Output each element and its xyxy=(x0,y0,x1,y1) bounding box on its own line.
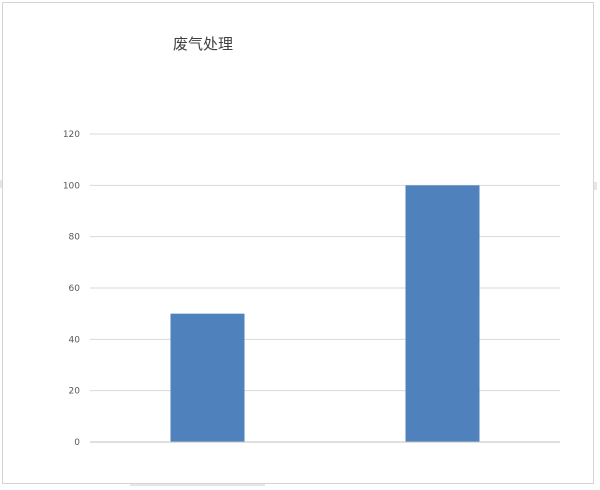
bars xyxy=(170,185,480,443)
y-tick-label: 80 xyxy=(69,233,81,243)
y-tick-label: 60 xyxy=(69,284,81,294)
left-resize-handle[interactable] xyxy=(0,180,2,188)
bar xyxy=(405,185,480,443)
bar xyxy=(170,313,245,442)
y-tick-label: 100 xyxy=(63,181,80,191)
chart-container: 废气处理 xyxy=(2,2,594,484)
right-resize-handle[interactable] xyxy=(594,182,597,190)
bottom-resize-handle[interactable] xyxy=(130,484,265,486)
y-tick-label: 40 xyxy=(69,335,81,345)
y-axis-tick-labels: 0 20 40 60 80 100 120 xyxy=(63,130,80,448)
y-tick-label: 20 xyxy=(69,387,81,397)
chart-title: 废气处理 xyxy=(172,35,233,53)
y-tick-label: 0 xyxy=(74,438,80,448)
y-tick-label: 120 xyxy=(63,130,80,140)
gridlines xyxy=(90,133,560,392)
